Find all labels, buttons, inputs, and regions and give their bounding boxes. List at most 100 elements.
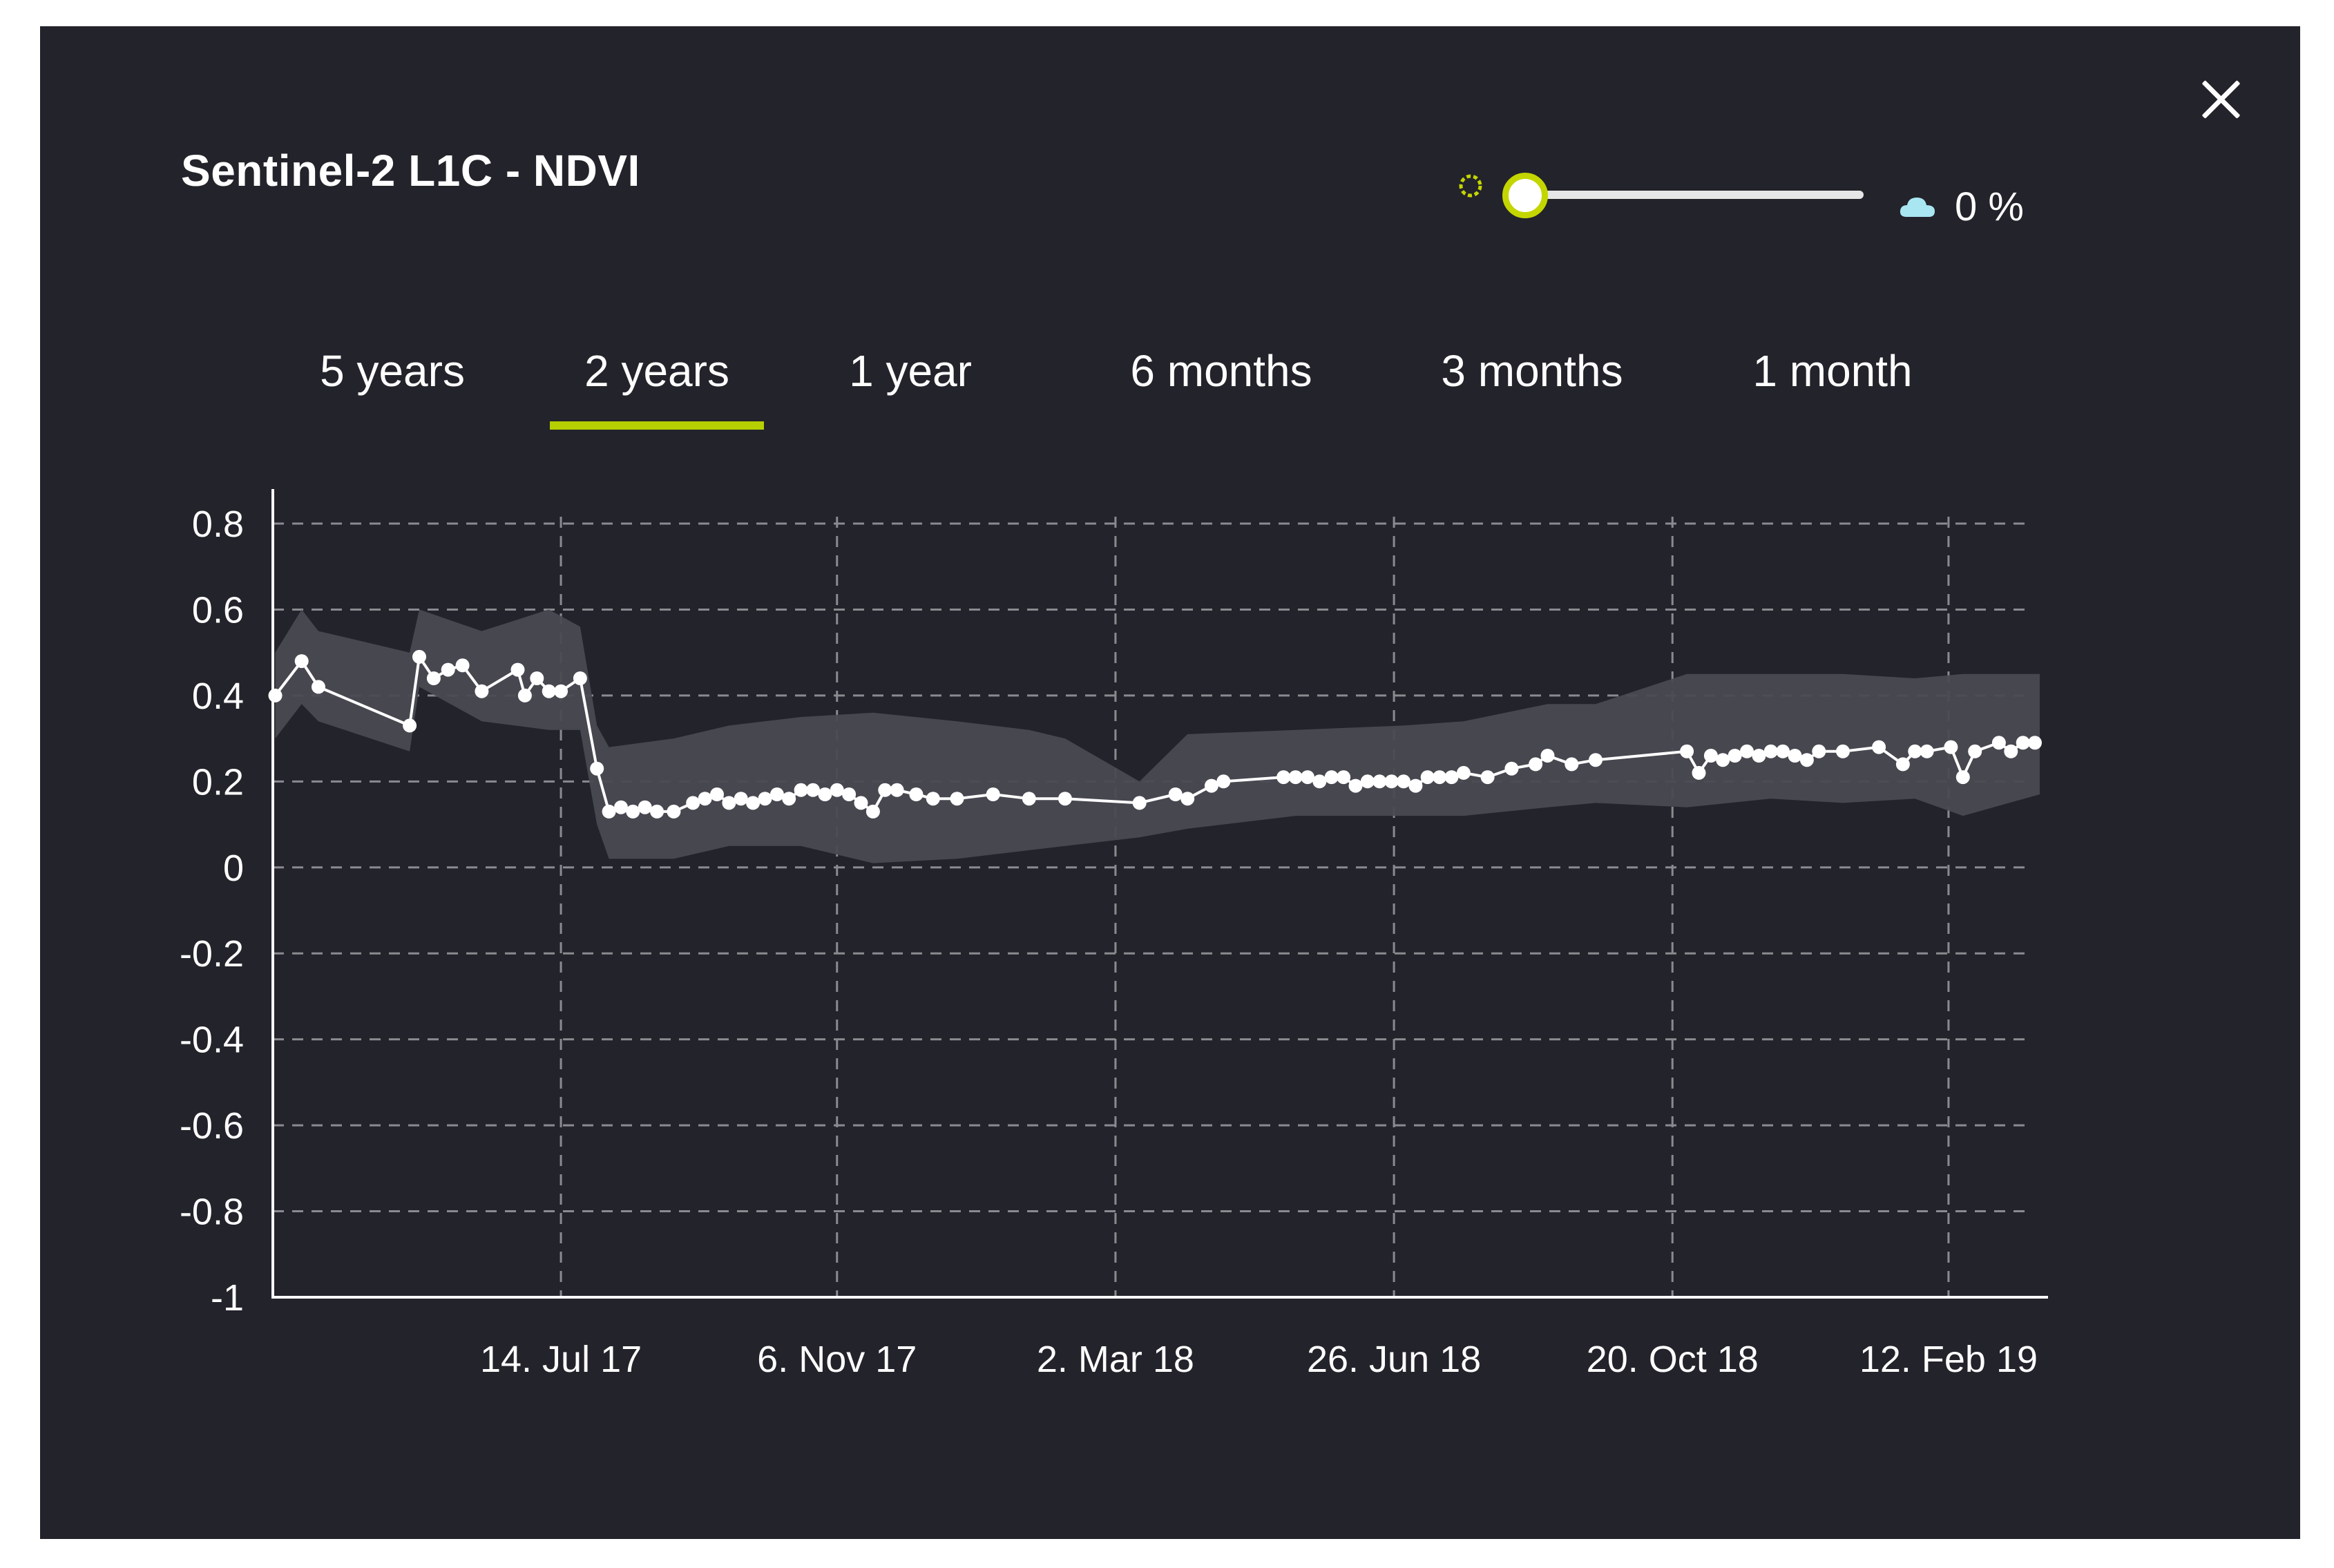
ndvi-data-point bbox=[1204, 778, 1218, 793]
ndvi-data-point bbox=[1728, 749, 1742, 763]
ndvi-data-point bbox=[1920, 744, 1934, 758]
ndvi-data-point bbox=[1955, 770, 1970, 785]
y-tick-label: -0.4 bbox=[180, 1020, 244, 1061]
ndvi-data-point bbox=[950, 792, 964, 806]
tab-3-months[interactable]: 3 months bbox=[1441, 346, 1623, 396]
ndvi-data-point bbox=[698, 792, 712, 806]
ndvi-data-point bbox=[1799, 753, 1814, 767]
ndvi-data-point bbox=[986, 787, 1000, 801]
ndvi-data-point bbox=[1324, 770, 1339, 785]
ndvi-data-point bbox=[1433, 770, 1447, 785]
ndvi-data-point bbox=[517, 688, 532, 702]
y-tick-label: -0.8 bbox=[180, 1192, 244, 1233]
y-tick-label: -1 bbox=[211, 1277, 244, 1319]
ndvi-data-point bbox=[1288, 770, 1303, 785]
time-range-tabs: 5 years 2 years 1 year 6 months 3 months… bbox=[40, 345, 2300, 430]
x-tick-label: 26. Jun 18 bbox=[1307, 1339, 1481, 1380]
panel-title: Sentinel-2 L1C - NDVI bbox=[181, 146, 640, 195]
ndvi-data-point bbox=[626, 804, 640, 819]
ndvi-data-point bbox=[1836, 744, 1850, 758]
ndvi-data-point bbox=[590, 761, 604, 776]
ndvi-data-point bbox=[1680, 744, 1694, 758]
ndvi-data-point bbox=[1692, 765, 1706, 780]
ndvi-data-point bbox=[1908, 744, 1922, 758]
ndvi-data-point bbox=[1480, 770, 1495, 785]
ndvi-data-point bbox=[769, 787, 784, 801]
ndvi-data-point bbox=[1372, 774, 1387, 789]
x-tick-label: 20. Oct 18 bbox=[1587, 1339, 1759, 1380]
ndvi-data-point bbox=[1397, 774, 1410, 789]
ndvi-data-point bbox=[1872, 740, 1886, 754]
x-tick-label: 12. Feb 19 bbox=[1859, 1339, 2038, 1380]
y-tick-label: 0.8 bbox=[192, 504, 244, 545]
ndvi-data-point bbox=[722, 796, 736, 810]
ndvi-data-point bbox=[1301, 770, 1314, 785]
ndvi-data-point bbox=[2028, 736, 2042, 750]
ndvi-data-point bbox=[614, 800, 628, 814]
ndvi-data-point bbox=[830, 783, 844, 797]
tab-5-years[interactable]: 5 years bbox=[320, 346, 465, 396]
tab-6-months[interactable]: 6 months bbox=[1130, 346, 1312, 396]
ndvi-data-point bbox=[1776, 744, 1790, 758]
tab-1-month[interactable]: 1 month bbox=[1752, 346, 1913, 396]
ndvi-data-point bbox=[312, 680, 325, 694]
ndvi-data-point bbox=[455, 658, 470, 673]
ndvi-data-point bbox=[2016, 736, 2030, 750]
ndvi-data-point bbox=[806, 783, 820, 797]
ndvi-data-point bbox=[854, 796, 868, 810]
ndvi-data-point bbox=[638, 800, 652, 814]
ndvi-data-point bbox=[818, 787, 832, 801]
ndvi-data-point bbox=[758, 792, 772, 806]
ndvi-data-point bbox=[426, 671, 441, 685]
ndvi-range-band bbox=[275, 609, 2040, 863]
ndvi-data-point bbox=[909, 787, 924, 801]
ndvi-data-point bbox=[1565, 757, 1579, 772]
ndvi-data-point bbox=[1360, 774, 1375, 789]
cloud-icon bbox=[1900, 198, 1935, 217]
y-tick-label: -0.2 bbox=[180, 933, 244, 975]
tab-2-years[interactable]: 2 years bbox=[550, 345, 764, 430]
ndvi-data-point bbox=[1276, 770, 1291, 785]
ndvi-data-point bbox=[1022, 792, 1036, 806]
ndvi-data-point bbox=[794, 783, 808, 797]
ndvi-data-point bbox=[746, 796, 761, 810]
ndvi-data-point bbox=[1529, 757, 1543, 772]
ndvi-data-point bbox=[1384, 774, 1399, 789]
cloud-coverage-slider[interactable] bbox=[1502, 173, 1864, 218]
ndvi-data-point bbox=[1408, 778, 1423, 793]
ndvi-data-point bbox=[1944, 740, 1958, 754]
ndvi-data-point bbox=[441, 662, 455, 677]
ndvi-data-point bbox=[1788, 749, 1802, 763]
y-tick-label: -0.6 bbox=[180, 1105, 244, 1147]
ndvi-data-point bbox=[1812, 744, 1826, 758]
x-tick-label: 14. Jul 17 bbox=[480, 1339, 642, 1380]
ndvi-data-point bbox=[1058, 792, 1072, 806]
x-tick-label: 6. Nov 17 bbox=[757, 1339, 917, 1380]
ndvi-data-point bbox=[2004, 744, 2018, 758]
ndvi-data-point bbox=[878, 783, 892, 797]
ndvi-data-point bbox=[1589, 753, 1603, 767]
ndvi-data-point bbox=[1444, 770, 1459, 785]
slider-handle[interactable] bbox=[1502, 173, 1548, 218]
ndvi-data-point bbox=[1763, 744, 1778, 758]
ndvi-data-point bbox=[1540, 749, 1555, 763]
ndvi-data-point bbox=[510, 662, 525, 677]
ndvi-data-point bbox=[650, 804, 664, 819]
y-tick-label: 0.6 bbox=[192, 589, 244, 631]
ndvi-data-point bbox=[890, 783, 904, 797]
ndvi-data-point bbox=[926, 792, 940, 806]
sun-icon bbox=[1459, 174, 1482, 198]
ndvi-data-point bbox=[710, 787, 724, 801]
ndvi-data-point bbox=[1752, 749, 1766, 763]
ndvi-data-point bbox=[1716, 753, 1730, 767]
y-tick-label: 0 bbox=[223, 848, 244, 889]
ndvi-data-point bbox=[403, 718, 417, 733]
ndvi-chart-panel: Sentinel-2 L1C - NDVI 0 % 5 years 2 year… bbox=[40, 26, 2300, 1539]
ndvi-data-point bbox=[865, 804, 880, 819]
ndvi-data-point bbox=[667, 804, 681, 819]
ndvi-data-point bbox=[1703, 749, 1718, 763]
tab-1-year[interactable]: 1 year bbox=[849, 346, 972, 396]
ndvi-data-point bbox=[542, 684, 556, 698]
ndvi-data-point bbox=[1180, 792, 1195, 806]
y-tick-label: 0.4 bbox=[192, 676, 244, 717]
